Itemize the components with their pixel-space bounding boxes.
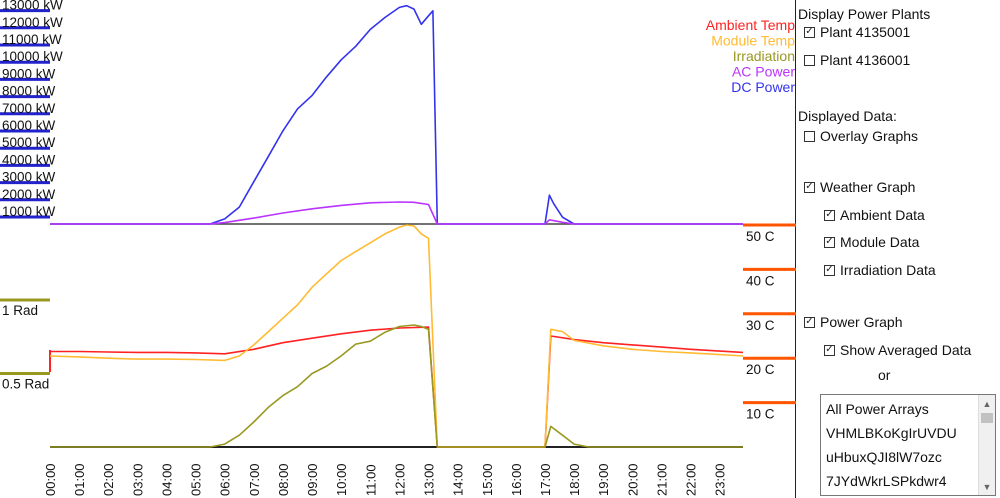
scroll-up-icon[interactable]: ▲ — [982, 398, 992, 409]
chart-area: 1000 kW 2000 kW 3000 kW 4000 kW 5000 kW 6000 … — [0, 0, 796, 498]
series-line-irradiation — [50, 324, 743, 448]
power-tick-label: 9000 kW — [2, 66, 56, 81]
list-item[interactable]: VHMLBKoKgIrUVDU — [826, 425, 957, 441]
power-tick-label: 12000 kW — [2, 15, 63, 30]
x-tick-label: 02:00 — [101, 463, 116, 496]
series-line-ac-power — [50, 201, 743, 225]
x-tick-label: 01:00 — [72, 463, 87, 496]
power-tick-label: 8000 kW — [2, 84, 56, 99]
irradiation-label: Irradiation Data — [840, 262, 936, 278]
averaged-label: Show Averaged Data — [840, 342, 972, 358]
x-tick-label: 11:00 — [363, 464, 378, 496]
x-tick-label: 06:00 — [218, 463, 233, 496]
combined-chart: 1000 kW 2000 kW 3000 kW 4000 kW 5000 kW 6000 … — [0, 0, 796, 496]
ambient-label: Ambient Data — [840, 207, 925, 223]
checkbox-icon: ✓ — [804, 26, 815, 38]
series-line-module-temp — [49, 224, 744, 448]
checkbox-icon: ✓ — [824, 344, 835, 356]
x-tick-label: 21:00 — [654, 463, 669, 496]
checkbox-icon: ✓ — [824, 236, 835, 248]
power-tick-label: 6000 kW — [2, 118, 56, 133]
checkbox-icon: ✓ — [804, 316, 815, 328]
x-tick-label: 04:00 — [159, 463, 174, 496]
series-line-dc-power — [50, 4, 743, 225]
ambient-data-checkbox[interactable]: ✓ Ambient Data — [824, 206, 925, 224]
x-tick-label: 12:00 — [392, 463, 407, 496]
control-panel: Display Power Plants ✓ Plant 4135001 Pla… — [796, 0, 1000, 498]
module-label: Module Data — [840, 234, 920, 250]
scroll-down-icon[interactable]: ▼ — [982, 481, 992, 492]
legend-entry: Ambient Temp — [706, 17, 795, 33]
irradiation-tick-label: 0.5 Rad — [2, 377, 49, 392]
x-tick-label: 15:00 — [480, 463, 495, 496]
x-tick-label: 14:00 — [451, 463, 466, 496]
temp-tick-label: 30 C — [746, 318, 775, 333]
legend-entry: AC Power — [732, 64, 795, 80]
x-tick-label: 23:00 — [713, 463, 728, 496]
power-array-listbox[interactable]: All Power Arrays VHMLBKoKgIrUVDU uHbuxQJ… — [820, 394, 996, 496]
scroll-thumb[interactable] — [981, 413, 993, 423]
weather-graph-checkbox[interactable]: ✓ Weather Graph — [804, 178, 915, 196]
overlay-graphs-checkbox[interactable]: Overlay Graphs — [804, 127, 918, 145]
power-tick-label: 11000 kW — [2, 32, 62, 47]
temp-tick-label: 40 C — [746, 273, 775, 288]
displayed-data-title: Displayed Data: — [798, 108, 897, 124]
list-item[interactable]: 7JYdWkrLSPkdwr4 — [826, 473, 947, 489]
series-line-ambient-temp — [50, 326, 744, 448]
power-tick-label: 3000 kW — [2, 170, 56, 185]
power-tick-label: 13000 kW — [2, 0, 63, 13]
legend-entry: DC Power — [731, 79, 795, 95]
checkbox-icon — [804, 54, 815, 66]
temp-tick-label: 20 C — [746, 362, 775, 377]
list-item[interactable]: All Power Arrays — [826, 401, 929, 417]
weather-label: Weather Graph — [820, 179, 916, 195]
temp-tick-label: 10 C — [746, 407, 775, 422]
plants-title: Display Power Plants — [798, 6, 931, 22]
temp-tick-label: 50 C — [746, 229, 775, 244]
power-tick-label: 2000 kW — [2, 187, 56, 202]
x-tick-label: 00:00 — [43, 463, 58, 496]
plant-4136001-checkbox[interactable]: Plant 4136001 — [804, 51, 910, 69]
power-tick-label: 4000 kW — [2, 152, 56, 167]
irradiation-data-checkbox[interactable]: ✓ Irradiation Data — [824, 261, 936, 279]
checkbox-icon: ✓ — [824, 209, 835, 221]
or-label: or — [878, 367, 891, 383]
plant-label: Plant 4135001 — [820, 24, 911, 40]
power-tick-label: 1000 kW — [2, 204, 56, 219]
power-tick-label: 7000 kW — [2, 101, 56, 116]
power-tick-label: 10000 kW — [2, 49, 63, 64]
x-tick-label: 05:00 — [189, 463, 204, 496]
x-tick-label: 13:00 — [422, 463, 437, 496]
x-tick-label: 03:00 — [130, 463, 145, 496]
legend-entry: Module Temp — [711, 33, 795, 49]
legend-entry: Irradiation — [733, 48, 795, 64]
x-tick-label: 10:00 — [334, 463, 349, 496]
x-tick-label: 18:00 — [567, 463, 582, 496]
x-tick-label: 22:00 — [684, 463, 699, 496]
checkbox-icon — [804, 130, 815, 142]
show-averaged-checkbox[interactable]: ✓ Show Averaged Data — [824, 341, 971, 359]
plant-label: Plant 4136001 — [820, 52, 911, 68]
checkbox-icon: ✓ — [804, 181, 815, 193]
checkbox-icon: ✓ — [824, 264, 835, 276]
scrollbar[interactable]: ▲ ▼ — [978, 395, 995, 495]
power-tick-label: 5000 kW — [2, 135, 56, 150]
x-tick-label: 07:00 — [247, 463, 262, 496]
x-tick-label: 09:00 — [305, 463, 320, 496]
overlay-label: Overlay Graphs — [820, 128, 919, 144]
x-tick-label: 16:00 — [509, 463, 524, 496]
x-tick-label: 20:00 — [625, 463, 640, 496]
module-data-checkbox[interactable]: ✓ Module Data — [824, 233, 919, 251]
x-tick-label: 17:00 — [538, 463, 553, 496]
x-tick-label: 08:00 — [276, 463, 291, 496]
irradiation-tick-label: 1 Rad — [2, 303, 38, 318]
plant-4135001-checkbox[interactable]: ✓ Plant 4135001 — [804, 23, 910, 41]
list-item[interactable]: uHbuxQJI8lW7ozc — [826, 449, 942, 465]
x-tick-label: 19:00 — [596, 463, 611, 496]
power-label: Power Graph — [820, 314, 903, 330]
power-graph-checkbox[interactable]: ✓ Power Graph — [804, 313, 902, 331]
